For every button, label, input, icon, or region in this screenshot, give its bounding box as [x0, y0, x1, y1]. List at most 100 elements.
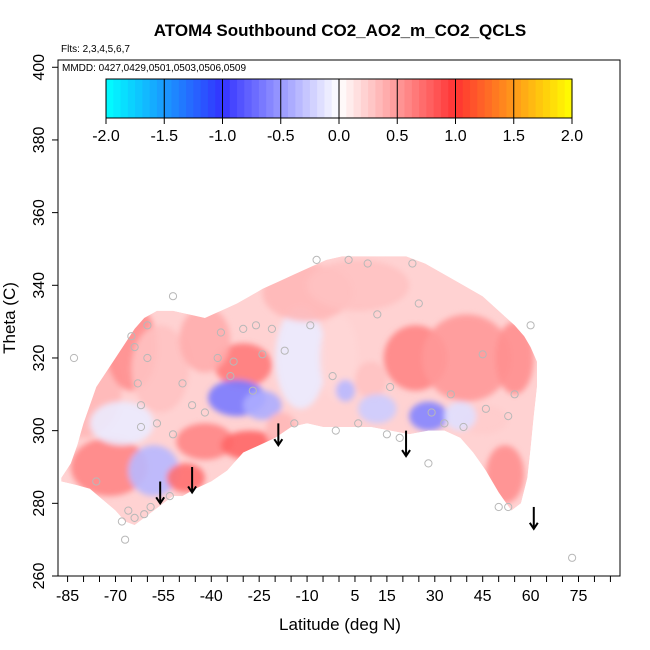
colorbar-tick-label-3: -0.5	[267, 128, 295, 145]
observation-point-9	[136, 422, 146, 432]
colorbar-swatch-22	[266, 79, 275, 118]
colorbar-swatch-9	[171, 79, 180, 118]
observation-point-44	[408, 259, 417, 268]
observation-point-22	[213, 353, 222, 363]
colorbar-swatch-11	[186, 79, 194, 118]
y-tick-label-3: 320	[31, 345, 48, 372]
x-tick-label-5: -10	[296, 588, 319, 605]
colorbar-swatch-20	[251, 79, 260, 118]
colorbar-tick-label-1: -1.5	[150, 128, 178, 145]
colorbar-swatch-57	[521, 79, 529, 118]
colorbar-swatch-10	[178, 79, 187, 118]
observation-point-45	[414, 299, 423, 308]
heatmap-field	[61, 256, 537, 526]
colorbar-swatch-43	[419, 79, 427, 118]
colorbar-swatch-45	[433, 79, 442, 118]
observation-point-6	[140, 510, 149, 519]
observation-point-32	[290, 419, 299, 428]
observation-point-36	[331, 426, 340, 435]
y-tick-label-5: 360	[31, 199, 48, 226]
colorbar-swatch-61	[550, 79, 559, 118]
chart-title: ATOM4 Southbound CO2_AO2_m_CO2_QCLS	[154, 21, 526, 40]
observation-point-0	[69, 353, 79, 363]
heatmap-cell-25	[485, 445, 525, 504]
observation-point-43	[395, 433, 404, 442]
observation-point-11	[133, 379, 142, 388]
y-tick-label-4: 340	[31, 272, 48, 299]
colorbar-swatch-31	[331, 79, 340, 118]
observation-point-53	[494, 502, 503, 512]
observation-point-55	[504, 412, 513, 421]
observation-point-20	[188, 401, 197, 410]
heatmap-cell-12	[166, 463, 205, 493]
heatmap-cell-20	[422, 314, 512, 402]
colorbar-swatch-4	[135, 79, 144, 118]
observation-point-4	[124, 506, 133, 515]
y-tick-label-0: 260	[31, 563, 48, 590]
heatmap-cell-4	[128, 445, 180, 496]
observation-point-52	[481, 404, 490, 413]
observation-point-25	[229, 357, 238, 366]
heatmap-cell-2	[131, 325, 189, 413]
observation-point-13	[130, 343, 139, 352]
colorbar-swatch-12	[193, 79, 202, 118]
x-tick-label-7: 15	[378, 588, 396, 605]
flights-subtitle: Flts: 2,3,4,5,6,7	[61, 44, 130, 55]
observation-point-27	[248, 386, 257, 395]
observation-point-56	[510, 390, 519, 399]
observation-point-46	[424, 459, 433, 468]
colorbar-swatch-25	[288, 79, 296, 118]
colorbar-tick-label-4: 0.0	[328, 128, 350, 145]
colorbar-swatch-41	[404, 79, 413, 118]
colorbar-swatch-29	[317, 79, 326, 118]
colorbar-swatch-28	[309, 79, 318, 118]
colorbar-swatch-15	[215, 79, 224, 118]
heatmap-cell-5	[90, 401, 154, 446]
observation-point-58	[568, 553, 577, 562]
x-axis: -85 -70 -55 -40 -25 -10 5 15 30 45 60 75	[56, 576, 611, 605]
colorbar-swatch-34	[353, 79, 362, 118]
colorbar-swatch-39	[389, 79, 398, 118]
observation-point-5	[130, 513, 139, 523]
arrow-3	[401, 430, 411, 458]
observation-point-7	[146, 502, 155, 512]
observation-point-23	[216, 328, 225, 337]
observation-point-33	[306, 321, 315, 330]
colorbar-frame	[105, 78, 573, 119]
colorbar-swatch-18	[237, 79, 245, 118]
y-tick-label-2: 300	[31, 417, 48, 444]
y-tick-label-1: 280	[31, 490, 48, 517]
colorbar-swatch-0	[106, 79, 114, 118]
colorbar-tick-label-2: -1.0	[209, 128, 237, 145]
heatmap-cell-26	[444, 401, 477, 431]
heatmap-cell-13	[265, 412, 298, 449]
observation-point-8	[152, 419, 162, 428]
colorbar-tick-label-0: -2.0	[92, 128, 120, 145]
colorbar-swatch-49	[462, 79, 471, 118]
arrow-0	[155, 481, 166, 506]
observation-point-2	[117, 517, 127, 526]
heatmap-cell-16	[307, 259, 410, 311]
heatmap-cell-3	[70, 437, 148, 497]
observation-point-10	[136, 401, 146, 410]
colorbar-swatch-55	[506, 79, 515, 118]
observation-point-30	[267, 324, 276, 333]
heatmap-cell-14	[275, 307, 327, 409]
colorbar-swatch-3	[127, 79, 136, 118]
colorbar-swatch-14	[207, 79, 216, 118]
heatmap-cell-7	[179, 307, 231, 373]
heatmap-cell-18	[354, 361, 387, 398]
observation-points	[69, 255, 577, 562]
observation-point-14	[143, 321, 152, 330]
y-tick-label-7: 400	[31, 54, 48, 81]
colorbar-swatch-19	[244, 79, 253, 118]
colorbar-swatch-30	[324, 79, 333, 118]
colorbar-swatch-58	[528, 79, 537, 118]
x-tick-label-11: 75	[570, 588, 588, 605]
y-axis-label: Theta (C)	[0, 282, 19, 354]
colorbar-swatch-48	[455, 79, 464, 118]
colorbar-swatch-38	[382, 79, 391, 118]
colorbar-swatch-42	[411, 79, 420, 118]
observation-point-18	[165, 492, 174, 501]
